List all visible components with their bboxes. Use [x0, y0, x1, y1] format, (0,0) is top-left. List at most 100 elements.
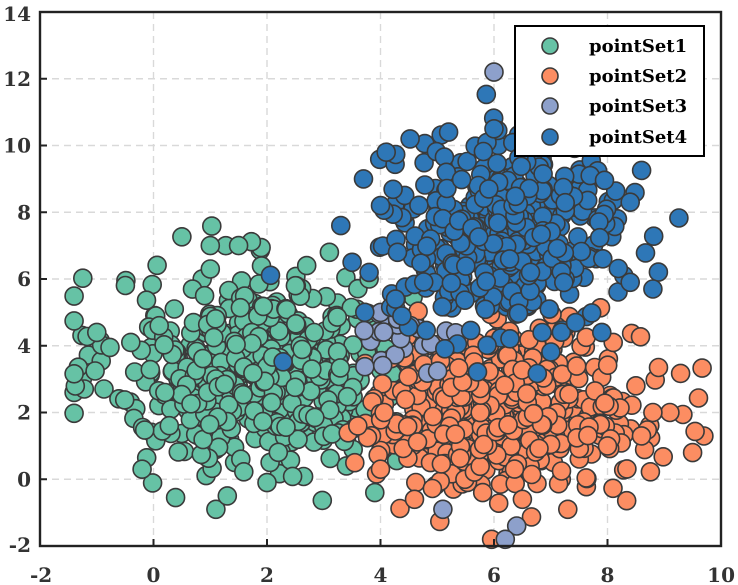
data-point-pointset2: [653, 446, 674, 467]
data-point-pointset4: [565, 312, 586, 333]
data-point-pointset1: [64, 286, 84, 306]
data-point-pointset3: [506, 516, 527, 536]
data-point-pointset4: [620, 272, 641, 293]
data-point-pointset2: [404, 489, 425, 510]
y-axis-ticks: -2 0 2 4 6 8 10 12 14: [3, 2, 47, 557]
data-point-pointset4: [520, 262, 541, 283]
data-point-pointset4: [533, 164, 553, 184]
data-point-pointset2: [344, 452, 365, 473]
data-point-pointset4: [541, 342, 561, 362]
data-point-pointset1: [165, 487, 186, 508]
data-point-pointset3: [373, 322, 394, 342]
data-point-pointset1: [206, 499, 226, 520]
legend-item-pointset3: pointSet3: [541, 96, 687, 117]
data-point-pointset2: [347, 416, 368, 436]
data-point-pointset1: [234, 461, 254, 482]
data-point-pointset1: [296, 255, 317, 276]
data-point-pointset2: [450, 448, 470, 469]
data-point-pointset2: [523, 403, 544, 424]
data-point-pointset1: [149, 315, 169, 336]
data-point-pointset2: [566, 356, 587, 376]
data-point-pointset4: [387, 242, 408, 263]
data-point-pointset4: [460, 320, 481, 341]
data-point-pointset1: [304, 322, 325, 343]
data-point-pointset4: [547, 238, 568, 259]
data-point-pointset4: [455, 290, 475, 311]
data-point-pointset2: [630, 326, 651, 347]
data-point-pointset4: [500, 328, 520, 349]
data-point-pointset2: [445, 424, 466, 445]
data-point-pointset4: [457, 151, 477, 172]
data-point-pointset1: [288, 429, 308, 450]
data-point-pointset2: [374, 402, 394, 423]
data-point-pointset3: [484, 62, 504, 82]
data-point-pointset4: [648, 262, 669, 282]
data-point-pointset1: [136, 290, 157, 311]
data-point-pointset1: [228, 235, 249, 256]
data-point-pointset1: [164, 299, 185, 319]
data-point-pointset2: [617, 459, 637, 479]
data-point-pointset3: [495, 529, 516, 550]
legend-marker-pointset2: [541, 67, 559, 85]
data-point-pointset1: [202, 216, 222, 236]
data-point-pointset1: [304, 407, 325, 428]
data-point-pointset4: [383, 179, 403, 200]
data-point-pointset4: [376, 142, 397, 162]
data-point-pointset4: [414, 152, 434, 173]
data-point-pointset1: [253, 411, 273, 432]
data-point-pointset2: [390, 498, 410, 519]
data-point-pointset4: [532, 322, 552, 343]
data-point-pointset1: [217, 486, 238, 506]
data-point-pointset1: [140, 359, 161, 380]
data-point-pointset1: [100, 337, 120, 358]
data-point-pointset2: [597, 355, 618, 376]
data-point-pointset2: [552, 364, 572, 385]
data-point-pointset3: [372, 355, 393, 376]
data-point-pointset4: [468, 227, 489, 247]
data-point-pointset4: [417, 236, 437, 256]
data-point-pointset4: [260, 265, 281, 286]
data-point-pointset1: [282, 466, 303, 487]
data-point-pointset4: [591, 322, 612, 343]
y-tick-label: 8: [17, 200, 31, 224]
data-point-pointset4: [467, 362, 488, 382]
data-point-pointset4: [392, 306, 412, 326]
legend-label-pointset2: pointSet2: [589, 66, 687, 87]
data-point-pointset2: [498, 414, 518, 435]
legend-item-pointset4: pointSet4: [541, 127, 687, 148]
legend-marker-pointset4: [541, 128, 559, 146]
data-point-pointset1: [226, 334, 246, 355]
y-tick-label: 14: [3, 2, 31, 26]
data-point-pointset1: [285, 275, 306, 296]
data-point-pointset1: [292, 339, 312, 360]
x-tick-label: 2: [260, 563, 274, 585]
data-point-pointset1: [193, 348, 213, 369]
data-point-pointset1: [200, 259, 221, 279]
data-point-pointset2: [448, 358, 469, 378]
data-point-pointset1: [132, 459, 152, 480]
data-point-pointset2: [643, 402, 663, 423]
legend-label-pointset3: pointSet3: [589, 96, 687, 117]
data-point-pointset2: [640, 461, 661, 482]
series-pointset1: [64, 216, 509, 520]
data-point-pointset4: [455, 256, 476, 276]
data-point-pointset4: [353, 169, 374, 189]
legend-marker-pointset3: [541, 97, 559, 115]
data-point-pointset4: [434, 338, 455, 359]
data-point-pointset4: [551, 322, 572, 343]
data-point-pointset4: [416, 320, 437, 341]
data-point-pointset2: [423, 406, 443, 427]
x-axis-ticks: -2 0 2 4 6 8 10: [30, 539, 735, 585]
data-point-pointset4: [400, 129, 420, 149]
data-point-pointset2: [688, 388, 709, 408]
data-point-pointset2: [473, 434, 494, 455]
data-point-pointset4: [476, 271, 497, 292]
data-point-pointset1: [205, 308, 226, 329]
data-point-pointset2: [648, 357, 669, 378]
data-point-pointset2: [551, 461, 572, 481]
data-point-pointset3: [427, 361, 448, 381]
data-point-pointset4: [553, 272, 574, 293]
data-point-pointset1: [181, 393, 201, 414]
data-point-pointset3: [354, 356, 375, 377]
